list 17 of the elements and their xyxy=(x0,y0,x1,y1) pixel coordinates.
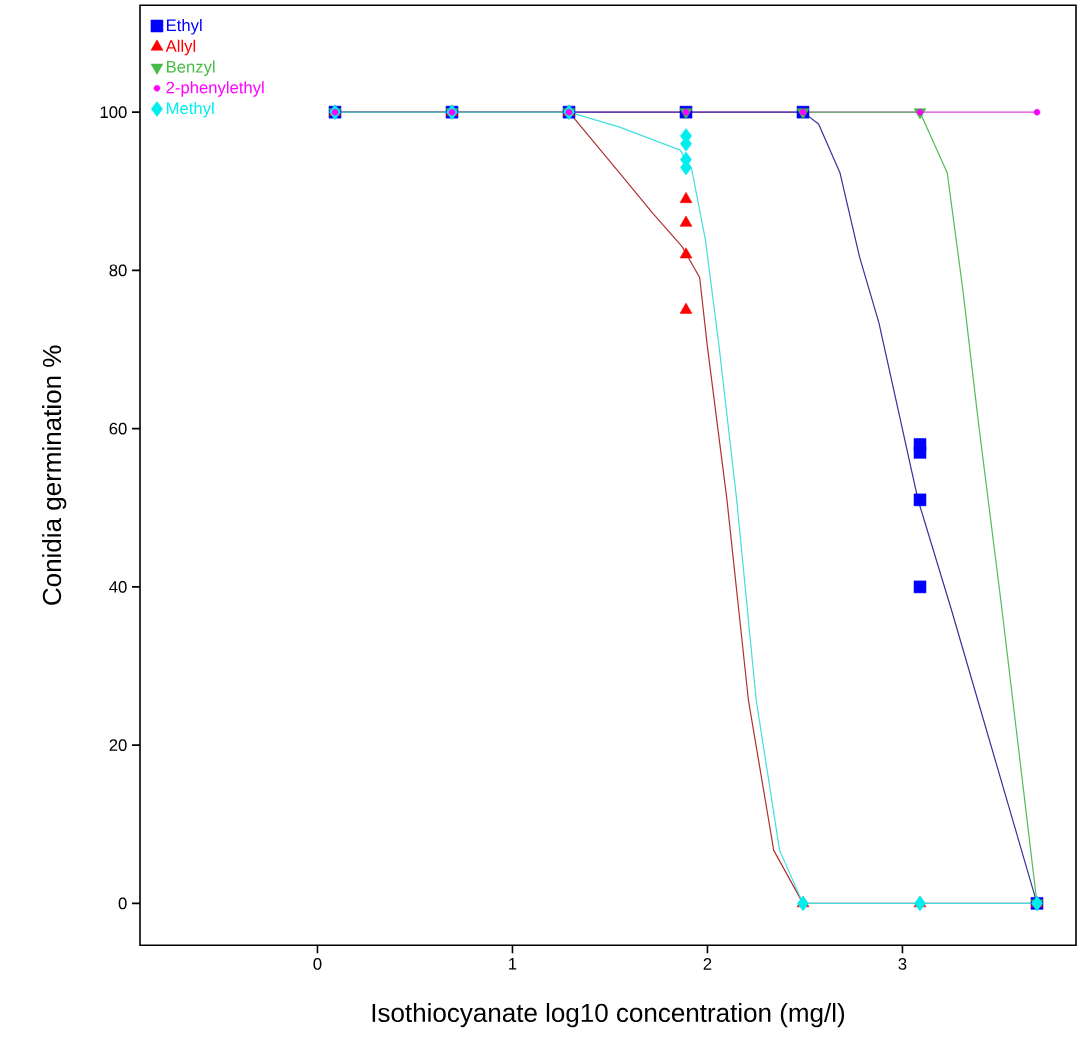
y-tick-label: 20 xyxy=(109,739,127,752)
x-tick-label: 2 xyxy=(703,958,712,970)
y-axis-title: Conidia germination % xyxy=(42,345,67,605)
y-tick-label: 100 xyxy=(100,106,127,119)
x-tick-label: 0 xyxy=(313,958,322,970)
y-tick-label: 80 xyxy=(109,264,127,277)
legend-label: Allyl xyxy=(165,39,196,56)
legend-label: Benzyl xyxy=(166,60,215,76)
legend-label: Methyl xyxy=(166,101,214,118)
y-tick-label: 40 xyxy=(109,581,127,593)
x-tick-label: 1 xyxy=(509,958,517,970)
legend-label: Ethyl xyxy=(166,18,202,35)
y-tick-label: 0 xyxy=(118,897,127,910)
y-tick-label: 60 xyxy=(109,422,127,435)
x-axis-title: Isothiocyanate log10 concentration (mg/l) xyxy=(372,1002,845,1028)
x-tick-label: 3 xyxy=(898,958,907,970)
legend-label: 2-phenylethyl xyxy=(166,81,264,97)
